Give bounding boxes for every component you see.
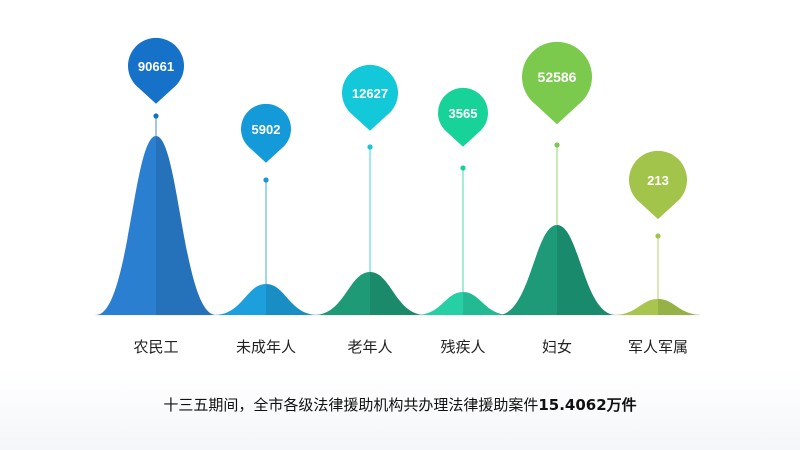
summary-prefix: 十三五期间，全市各级法律援助机构共办理法律援助案件 [163,396,539,414]
area-mark-4 [498,225,616,315]
value-pin-3 [438,87,489,147]
value-label-2: 12627 [352,86,388,101]
series-group-2: 12627 老年人 [314,64,426,356]
category-label-3: 残疾人 [440,338,485,356]
value-pin-2 [342,64,399,131]
connector-dot-2 [367,144,373,150]
area-mark-5 [613,299,703,315]
category-label-5: 军人军属 [628,338,688,356]
area-shade-4 [557,225,616,315]
value-pin-1 [241,103,291,163]
category-label-2: 老年人 [347,338,392,356]
summary-caption: 十三五期间，全市各级法律援助机构共办理法律援助案件15.4062万件 [0,394,800,415]
connector-dot-4 [554,142,560,148]
value-pin-4 [522,41,592,125]
series-group-0: 90661 农民工 [96,37,216,356]
series-group-5: 213 军人军属 [613,150,703,356]
series-group-4: 52586 妇女 [498,41,616,356]
area-shade-5 [658,299,703,315]
area-mark-1 [214,284,318,315]
value-label-4: 52586 [538,69,577,85]
value-label-1: 5902 [252,122,281,137]
value-label-3: 3565 [449,106,478,121]
series-group-3: 3565 残疾人 [416,87,510,356]
summary-suffix: 万件 [606,396,637,414]
area-shade-0 [156,136,216,315]
connector-dot-5 [655,233,661,239]
value-pin-5 [629,150,687,220]
category-label-4: 妇女 [542,338,572,356]
area-mark-0 [96,136,216,315]
value-label-5: 213 [647,173,669,188]
value-pin-0 [128,37,185,104]
area-shade-3 [463,292,510,315]
category-label-0: 农民工 [133,338,178,356]
connector-dot-0 [153,113,159,119]
area-shade-1 [266,284,318,315]
series-group-1: 5902 未成年人 [214,103,318,356]
category-label-1: 未成年人 [236,338,296,356]
connector-dot-1 [263,177,269,183]
area-mark-3 [416,292,510,315]
area-mark-2 [314,272,426,315]
summary-number: 15.4062 [538,396,607,414]
area-shade-2 [370,272,426,315]
connector-dot-3 [460,165,466,171]
value-label-0: 90661 [138,59,174,74]
